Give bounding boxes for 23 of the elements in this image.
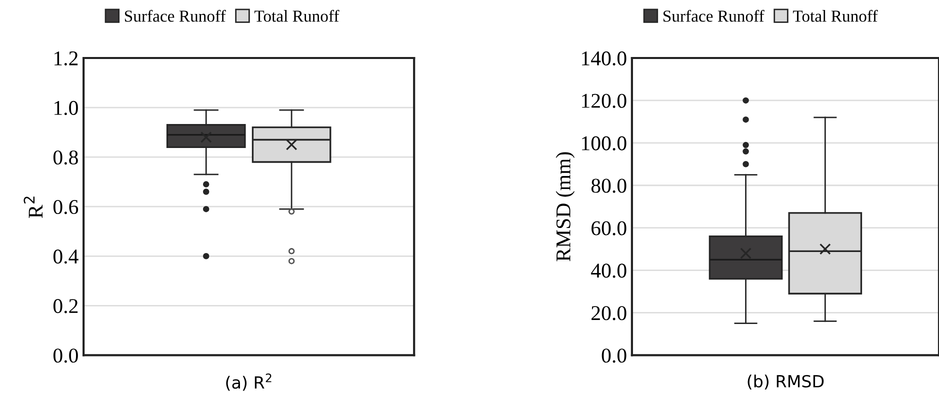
y-tick-label: 1.0 <box>54 100 78 116</box>
y-tick-label: 0.4 <box>53 250 78 264</box>
legend-label: Surface Runoff <box>124 10 226 22</box>
y-tick-label: 120.0 <box>582 94 626 108</box>
y-tick-label: 0.8 <box>53 150 78 165</box>
y-tick-label: 80.0 <box>591 178 626 193</box>
y-tick-label: 60.0 <box>592 221 626 236</box>
legend-label: Surface Runoff <box>663 10 764 22</box>
y-tick-label: 40.0 <box>591 264 626 278</box>
y-tick-label: 0.0 <box>53 348 78 363</box>
y-tick-label: 100.0 <box>582 136 626 150</box>
y-axis-title: R$^{2}$ <box>24 196 43 218</box>
y-tick-label: 1.2 <box>54 51 78 66</box>
legend-label: Total Runoff <box>254 10 340 22</box>
y-tick-label: 0.2 <box>53 299 78 314</box>
legend-label: Total Runoff <box>792 10 878 22</box>
y-tick-label: 0.6 <box>53 200 78 214</box>
y-tick-label: 20.0 <box>592 306 626 320</box>
y-axis-title: RMSD (mm) <box>556 152 575 262</box>
y-tick-label: 140.0 <box>582 51 626 66</box>
y-tick-label: 0.0 <box>602 348 626 363</box>
x-axis-title: (a) R$^{2}$ <box>226 374 272 391</box>
x-axis-title: (b) RMSD <box>748 374 824 390</box>
